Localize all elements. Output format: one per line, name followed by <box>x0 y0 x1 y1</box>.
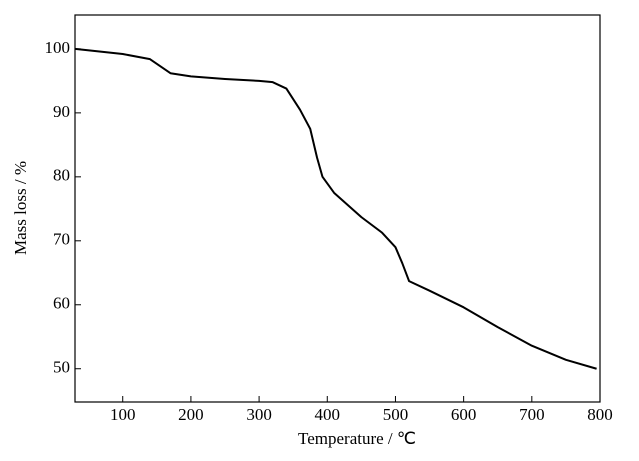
x-tick-label: 800 <box>587 405 613 424</box>
x-tick-label: 600 <box>451 405 477 424</box>
y-axis-label: Mass loss / % <box>11 161 30 255</box>
line-series <box>74 47 597 370</box>
x-tick-label: 100 <box>110 405 136 424</box>
x-tick-label: 700 <box>519 405 545 424</box>
y-tick-label: 70 <box>53 230 70 249</box>
y-tick-label: 60 <box>53 294 70 313</box>
x-axis-label: Temperature / ℃ <box>298 429 416 448</box>
x-tick-label: 500 <box>383 405 409 424</box>
y-tick-label: 50 <box>53 358 70 377</box>
x-tick-label: 400 <box>315 405 341 424</box>
x-tick-label: 200 <box>178 405 204 424</box>
y-tick-label: 80 <box>53 166 70 185</box>
x-tick-label: 300 <box>246 405 272 424</box>
y-tick-label: 100 <box>45 38 71 57</box>
plot-frame <box>74 14 601 403</box>
y-tick-label: 90 <box>53 102 70 121</box>
